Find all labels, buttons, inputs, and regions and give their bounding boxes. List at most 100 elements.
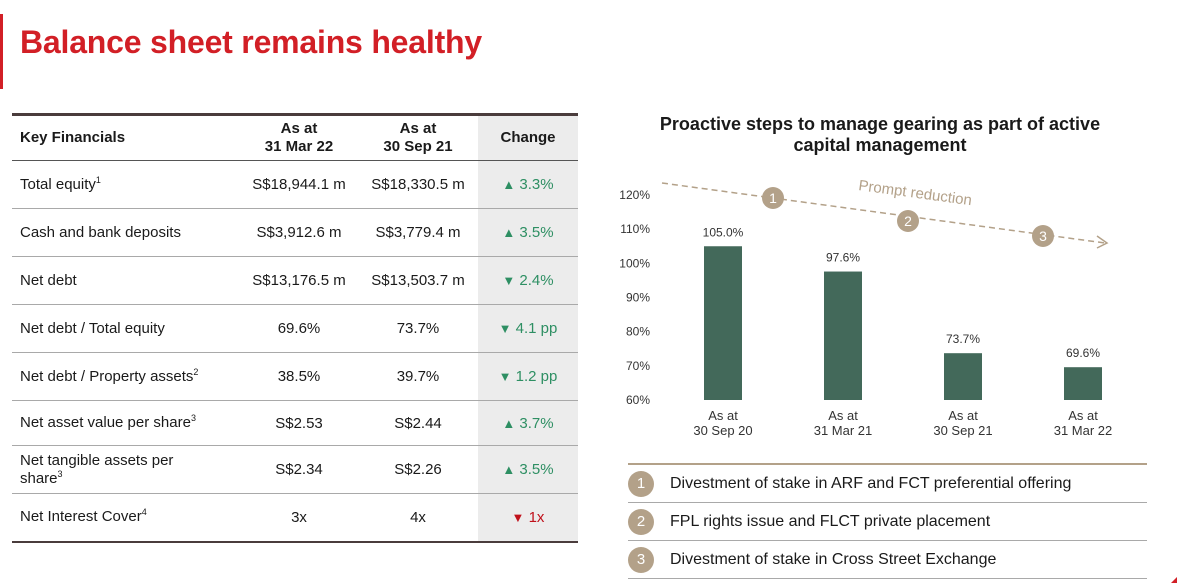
trend-arrow-head-icon <box>1096 235 1109 249</box>
step-number-badge: 3 <box>628 546 654 573</box>
key-financials-table: Key Financials As at 31 Mar 22 As at 30 Se… <box>12 113 578 543</box>
change-cell: ▼ 1.2 pp <box>478 352 578 401</box>
x-tick-label: 31 Mar 21 <box>814 423 873 438</box>
x-tick-label: 31 Mar 22 <box>1054 423 1113 438</box>
value-30-sep-21: 4x <box>358 493 478 543</box>
value-31-mar-22: 38.5% <box>240 352 358 401</box>
step-marker-circle <box>762 187 784 209</box>
trend-dashed-line <box>661 182 1106 244</box>
arrow-up-icon: ▲ <box>502 177 516 192</box>
value-30-sep-21: 73.7% <box>358 304 478 353</box>
footnote-marker: 2 <box>193 366 199 377</box>
table-header-row: Key Financials As at 31 Mar 22 As at 30 Se… <box>12 114 578 161</box>
step-text: FPL rights issue and FLCT private placem… <box>670 512 991 530</box>
step-item: 2 FPL rights issue and FLCT private place… <box>628 502 1147 540</box>
change-value: 2.4% <box>519 272 554 289</box>
step-marker-number: 3 <box>1039 228 1047 244</box>
value-31-mar-22: S$18,944.1 m <box>240 160 358 209</box>
change-cell: ▼ 2.4% <box>478 256 578 305</box>
x-tick-label: 30 Sep 21 <box>933 423 992 438</box>
table-row: Net debt / Total equity 69.6% 73.7% ▼ 4.1 p… <box>12 304 578 353</box>
step-number-badge: 1 <box>628 470 654 497</box>
change-cell: ▲ 3.7% <box>478 400 578 446</box>
y-tick-label: 60% <box>626 393 650 407</box>
bar <box>824 271 862 400</box>
row-label: Net debt / Property assets2 <box>12 352 240 401</box>
value-30-sep-21: S$2.26 <box>358 445 478 494</box>
step-text: Divestment of stake in ARF and FCT prefe… <box>670 474 1072 492</box>
row-label: Net debt / Total equity <box>12 304 240 353</box>
data-label: 73.7% <box>946 332 980 346</box>
row-label: Total equity1 <box>12 160 240 209</box>
x-tick-label: As at <box>948 408 978 423</box>
value-31-mar-22: S$2.53 <box>240 400 358 446</box>
change-cell: ▲ 3.5% <box>478 208 578 257</box>
x-tick-label: As at <box>828 408 858 423</box>
value-31-mar-22: S$2.34 <box>240 445 358 494</box>
x-tick-label: 30 Sep 20 <box>693 423 752 438</box>
data-label: 69.6% <box>1066 346 1100 360</box>
value-31-mar-22: S$3,912.6 m <box>240 208 358 257</box>
arrow-up-icon: ▲ <box>502 225 516 240</box>
y-tick-label: 80% <box>626 325 650 339</box>
value-30-sep-21: 39.7% <box>358 352 478 401</box>
arrow-up-icon: ▲ <box>502 462 516 477</box>
bar <box>944 353 982 400</box>
x-tick-label: As at <box>1068 408 1098 423</box>
table-row: Net debt / Property assets2 38.5% 39.7% ▼ 1… <box>12 352 578 401</box>
step-marker-number: 1 <box>769 190 777 206</box>
header-change: Change <box>478 114 578 161</box>
chart-title: Proactive steps to manage gearing as par… <box>659 114 1101 155</box>
table-row: Net tangible assets per share3 S$2.34 S$2.2… <box>12 445 578 494</box>
header-30-sep-21: As at 30 Sep 21 <box>383 120 453 155</box>
data-label: 97.6% <box>826 251 860 265</box>
footnote-marker: 3 <box>57 468 63 479</box>
table-row: Net Interest Cover4 3x 4x ▼ 1x <box>12 493 578 543</box>
change-value: 4.1 pp <box>515 320 558 337</box>
change-cell: ▼ 1x <box>478 493 578 543</box>
arrow-down-icon: ▼ <box>511 509 525 525</box>
footnote-marker: 3 <box>190 413 196 423</box>
header-key-financials: Key Financials <box>20 129 126 146</box>
bar <box>1064 367 1102 400</box>
y-tick-label: 70% <box>626 359 650 373</box>
gearing-bar-chart: 120% 110% 100% 90% 80% 70% 60% 105.0% 97.6% 73.7… <box>619 177 1112 438</box>
row-label: Cash and bank deposits <box>12 208 240 257</box>
footnote-marker: 4 <box>141 507 147 518</box>
y-tick-label: 110% <box>620 222 650 236</box>
table-row: Total equity1 S$18,944.1 m S$18,330.5 m ▲ 3… <box>12 160 578 209</box>
bar-series: 105.0% 97.6% 73.7% 69.6% <box>703 225 1102 400</box>
row-label: Net tangible assets per share3 <box>12 445 240 494</box>
title-accent-bar <box>0 14 3 89</box>
change-value: 3.3% <box>519 176 554 193</box>
step-item: 1 Divestment of stake in ARF and FCT pref… <box>628 463 1147 502</box>
row-label: Net Interest Cover4 <box>12 493 240 543</box>
table-row: Net debt S$13,176.5 m S$13,503.7 m ▼ 2.4% <box>12 256 578 305</box>
change-cell: ▼ 4.1 pp <box>478 304 578 353</box>
value-30-sep-21: S$3,779.4 m <box>358 208 478 257</box>
arrow-up-icon: ▲ <box>502 415 516 431</box>
y-tick-label: 120% <box>619 188 650 202</box>
steps-list: 1 Divestment of stake in ARF and FCT pref… <box>628 463 1147 579</box>
value-31-mar-22: 3x <box>240 493 358 543</box>
y-tick-label: 100% <box>619 256 650 270</box>
bar <box>704 246 742 400</box>
annotation-prompt-reduction: Prompt reduction <box>857 177 972 209</box>
change-value: 3.7% <box>519 414 554 432</box>
change-cell: ▲ 3.5% <box>478 445 578 494</box>
step-marker-number: 2 <box>904 213 912 229</box>
footnote-marker: 1 <box>95 174 101 185</box>
change-value: 3.5% <box>519 224 554 241</box>
step-marker-circle <box>897 210 919 232</box>
step-marker-circle <box>1032 225 1054 247</box>
arrow-down-icon: ▼ <box>498 321 512 336</box>
arrow-down-icon: ▼ <box>502 273 516 288</box>
header-31-mar-22: As at 31 Mar 22 <box>264 120 334 155</box>
corner-mark <box>1171 577 1177 583</box>
arrow-down-icon: ▼ <box>498 369 512 384</box>
step-item: 3 Divestment of stake in Cross Street Exc… <box>628 540 1147 579</box>
step-text: Divestment of stake in Cross Street Exch… <box>670 550 997 568</box>
data-label: 105.0% <box>703 225 744 239</box>
value-31-mar-22: 69.6% <box>240 304 358 353</box>
